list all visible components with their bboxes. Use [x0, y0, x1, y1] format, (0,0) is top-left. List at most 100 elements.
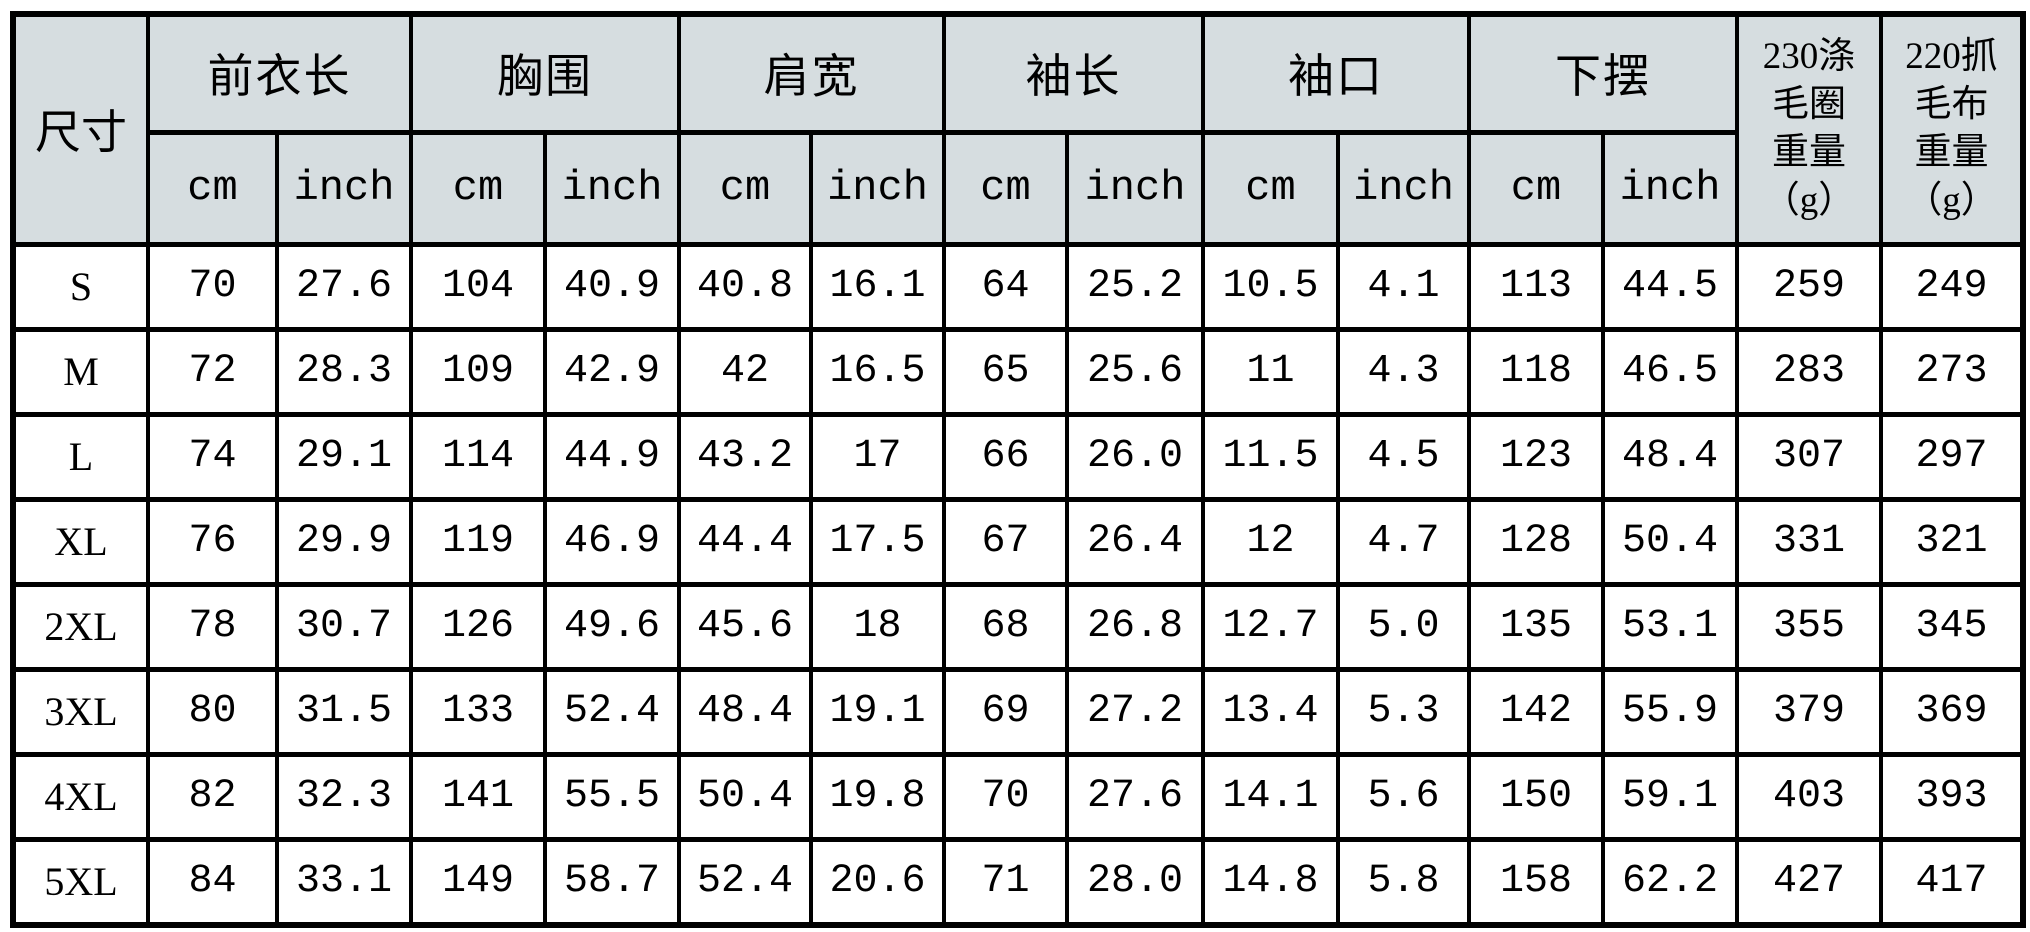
- measurement-cell: 52.4: [677, 836, 813, 927]
- measurement-cell: 417: [1879, 836, 2025, 927]
- table-row: M 72 28.3 109 42.9 42 16.5 65 25.6 11 4.3 118 46.5 28…: [11, 326, 2025, 417]
- measurement-cell: 379: [1735, 666, 1883, 757]
- size-label: 5XL: [11, 836, 150, 927]
- measurement-cell: 44.5: [1601, 241, 1739, 332]
- measurement-cell: 30.7: [275, 581, 413, 672]
- header-chest: 胸围: [409, 11, 681, 135]
- measurement-cell: 119: [409, 496, 547, 587]
- table-row: L 74 29.1 114 44.9 43.2 17 66 26.0 11.5 4.5 123 48.4…: [11, 411, 2025, 502]
- header-front-length: 前衣长: [146, 11, 413, 135]
- measurement-cell: 43.2: [677, 411, 813, 502]
- measurement-cell: 26.0: [1065, 411, 1205, 502]
- measurement-cell: 113: [1467, 241, 1605, 332]
- measurement-cell: 12: [1201, 496, 1340, 587]
- measurement-cell: 128: [1467, 496, 1605, 587]
- measurement-cell: 40.9: [543, 241, 681, 332]
- measurement-cell: 403: [1735, 751, 1883, 842]
- unit-cm: cm: [1201, 129, 1340, 247]
- measurement-cell: 14.1: [1201, 751, 1340, 842]
- measurement-cell: 249: [1879, 241, 2025, 332]
- measurement-cell: 69: [942, 666, 1069, 757]
- measurement-cell: 26.4: [1065, 496, 1205, 587]
- measurement-cell: 5.0: [1336, 581, 1471, 672]
- measurement-cell: 345: [1879, 581, 2025, 672]
- table-row: 2XL 78 30.7 126 49.6 45.6 18 68 26.8 12.7 5.0 135 53…: [11, 581, 2025, 672]
- measurement-cell: 76: [146, 496, 279, 587]
- measurement-cell: 126: [409, 581, 547, 672]
- measurement-cell: 32.3: [275, 751, 413, 842]
- measurement-cell: 4.7: [1336, 496, 1471, 587]
- measurement-cell: 44.4: [677, 496, 813, 587]
- measurement-cell: 48.4: [677, 666, 813, 757]
- measurement-cell: 4.1: [1336, 241, 1471, 332]
- measurement-cell: 65: [942, 326, 1069, 417]
- measurement-cell: 355: [1735, 581, 1883, 672]
- measurement-cell: 64: [942, 241, 1069, 332]
- size-chart-body: S 70 27.6 104 40.9 40.8 16.1 64 25.2 10.5 4.1 113 44…: [11, 241, 2025, 927]
- unit-cm: cm: [146, 129, 279, 247]
- table-row: XL 76 29.9 119 46.9 44.4 17.5 67 26.4 12 4.7 128 50.…: [11, 496, 2025, 587]
- unit-inch: inch: [1601, 129, 1739, 247]
- measurement-cell: 27.6: [275, 241, 413, 332]
- unit-cm: cm: [942, 129, 1069, 247]
- measurement-cell: 321: [1879, 496, 2025, 587]
- unit-cm: cm: [409, 129, 547, 247]
- measurement-cell: 74: [146, 411, 279, 502]
- measurement-cell: 59.1: [1601, 751, 1739, 842]
- measurement-cell: 149: [409, 836, 547, 927]
- measurement-cell: 273: [1879, 326, 2025, 417]
- measurement-cell: 13.4: [1201, 666, 1340, 757]
- header-hem: 下摆: [1467, 11, 1739, 135]
- measurement-cell: 393: [1879, 751, 2025, 842]
- measurement-cell: 67: [942, 496, 1069, 587]
- header-shoulder: 肩宽: [677, 11, 946, 135]
- size-chart-table: 尺寸 前衣长 胸围 肩宽 袖长 袖口 下摆 230涤 毛圈 重量 （g） 220…: [10, 11, 2026, 928]
- measurement-cell: 50.4: [677, 751, 813, 842]
- measurement-cell: 118: [1467, 326, 1605, 417]
- measurement-cell: 28.0: [1065, 836, 1205, 927]
- measurement-cell: 58.7: [543, 836, 681, 927]
- size-label: M: [11, 326, 150, 417]
- measurement-cell: 29.1: [275, 411, 413, 502]
- measurement-cell: 71: [942, 836, 1069, 927]
- size-label: 4XL: [11, 751, 150, 842]
- measurement-cell: 158: [1467, 836, 1605, 927]
- measurement-cell: 16.5: [809, 326, 946, 417]
- measurement-cell: 12.7: [1201, 581, 1340, 672]
- measurement-cell: 104: [409, 241, 547, 332]
- measurement-cell: 52.4: [543, 666, 681, 757]
- measurement-cell: 40.8: [677, 241, 813, 332]
- measurement-cell: 50.4: [1601, 496, 1739, 587]
- measurement-cell: 5.6: [1336, 751, 1471, 842]
- measurement-cell: 18: [809, 581, 946, 672]
- table-row: 3XL 80 31.5 133 52.4 48.4 19.1 69 27.2 13.4 5.3 142…: [11, 666, 2025, 757]
- table-row: 5XL 84 33.1 149 58.7 52.4 20.6 71 28.0 14.8 5.8 158…: [11, 836, 2025, 927]
- size-label: S: [11, 241, 150, 332]
- measurement-cell: 70: [146, 241, 279, 332]
- measurement-cell: 42: [677, 326, 813, 417]
- measurement-cell: 29.9: [275, 496, 413, 587]
- measurement-cell: 142: [1467, 666, 1605, 757]
- unit-cm: cm: [677, 129, 813, 247]
- size-label: 3XL: [11, 666, 150, 757]
- measurement-cell: 68: [942, 581, 1069, 672]
- measurement-cell: 55.9: [1601, 666, 1739, 757]
- measurement-cell: 70: [942, 751, 1069, 842]
- measurement-cell: 49.6: [543, 581, 681, 672]
- table-row: 4XL 82 32.3 141 55.5 50.4 19.8 70 27.6 14.1 5.6 150…: [11, 751, 2025, 842]
- measurement-cell: 133: [409, 666, 547, 757]
- measurement-cell: 16.1: [809, 241, 946, 332]
- unit-inch: inch: [275, 129, 413, 247]
- table-row: S 70 27.6 104 40.9 40.8 16.1 64 25.2 10.5 4.1 113 44…: [11, 241, 2025, 332]
- measurement-cell: 26.8: [1065, 581, 1205, 672]
- measurement-cell: 11.5: [1201, 411, 1340, 502]
- measurement-cell: 31.5: [275, 666, 413, 757]
- measurement-cell: 11: [1201, 326, 1340, 417]
- header-weight-220-fleece: 220抓 毛布 重量 （g）: [1879, 11, 2025, 247]
- unit-inch: inch: [809, 129, 946, 247]
- header-weight-230-terry: 230涤 毛圈 重量 （g）: [1735, 11, 1883, 247]
- measurement-cell: 4.3: [1336, 326, 1471, 417]
- unit-inch: inch: [1336, 129, 1471, 247]
- measurement-cell: 283: [1735, 326, 1883, 417]
- header-size-column: 尺寸: [11, 11, 150, 247]
